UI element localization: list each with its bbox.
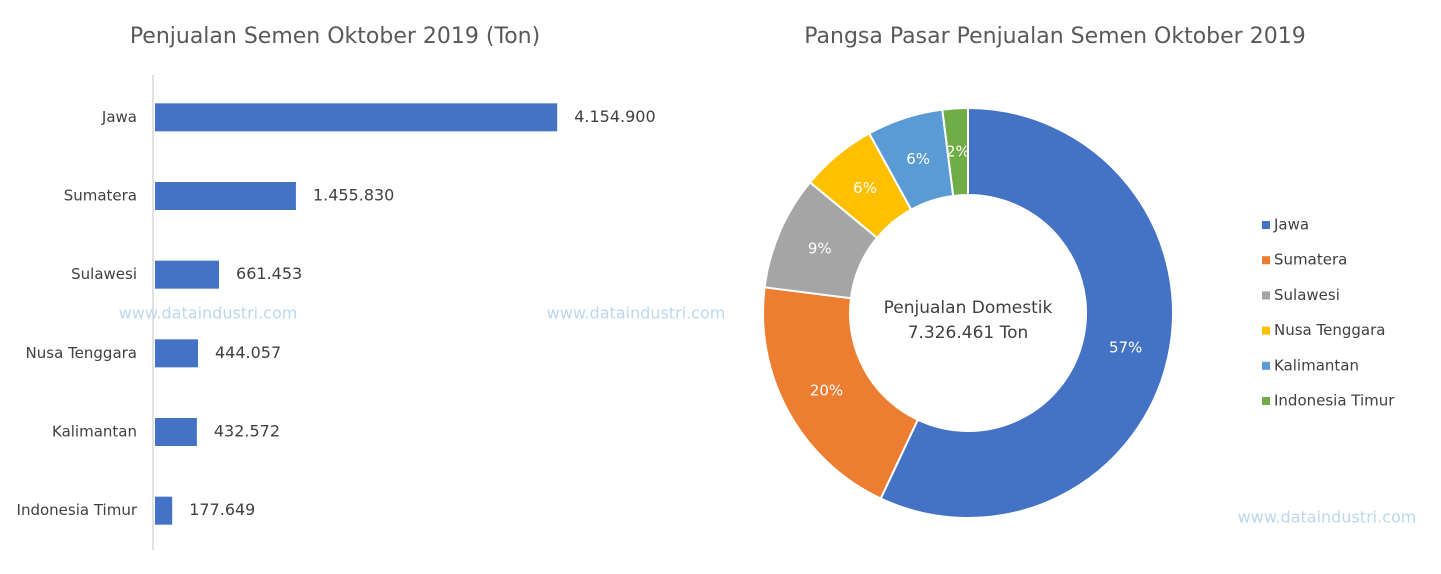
watermark: www.dataindustri.com: [1238, 508, 1417, 527]
legend-label: Nusa Tenggara: [1274, 321, 1385, 339]
chart-title: Penjualan Semen Oktober 2019 (Ton): [130, 24, 540, 49]
y-tick-label: Jawa: [101, 108, 137, 126]
legend-label: Sumatera: [1274, 251, 1347, 269]
data-label: 20%: [810, 381, 843, 399]
legend-swatch: [1262, 326, 1270, 335]
data-label: 57%: [1109, 339, 1142, 357]
donut-slice: [879, 106, 1174, 519]
legend-swatch: [1262, 256, 1270, 265]
data-label: 177.649: [189, 500, 255, 519]
y-tick-label: Sumatera: [64, 187, 137, 205]
data-label: 1.455.830: [313, 186, 394, 205]
data-label: 9%: [808, 239, 832, 257]
legend-label: Jawa: [1273, 216, 1309, 234]
data-label: 6%: [853, 179, 877, 197]
data-label: 2%: [946, 142, 970, 160]
y-tick-label: Nusa Tenggara: [26, 344, 137, 362]
chart-title: Pangsa Pasar Penjualan Semen Oktober 201…: [804, 24, 1305, 49]
bar: [155, 103, 558, 132]
center-label: Penjualan Domestik: [884, 298, 1053, 318]
y-tick-label: Sulawesi: [71, 265, 137, 283]
bar: [155, 496, 173, 525]
bar: [155, 339, 198, 368]
y-tick-label: Indonesia Timur: [17, 501, 138, 519]
legend-swatch: [1262, 291, 1270, 300]
data-label: 6%: [906, 150, 930, 168]
bar: [155, 182, 296, 210]
legend-swatch: [1262, 221, 1270, 229]
legend-label: Kalimantan: [1274, 356, 1359, 374]
bar: [155, 418, 197, 446]
data-label: 432.572: [214, 422, 280, 441]
legend-swatch: [1262, 397, 1270, 405]
legend-label: Sulawesi: [1274, 286, 1340, 304]
donut-slice: [941, 106, 969, 198]
legend-label: Indonesia Timur: [1274, 392, 1395, 410]
bar: [155, 260, 220, 289]
legend-swatch: [1262, 361, 1270, 370]
center-label: 7.326.461 Ton: [908, 323, 1029, 343]
donut-slice: [762, 286, 920, 500]
y-tick-label: Kalimantan: [52, 423, 137, 441]
watermark: www.dataindustri.com: [119, 304, 298, 323]
watermark: www.dataindustri.com: [547, 304, 726, 323]
data-label: 661.453: [236, 264, 302, 283]
data-label: 4.154.900: [574, 107, 655, 126]
data-label: 444.057: [215, 343, 281, 362]
